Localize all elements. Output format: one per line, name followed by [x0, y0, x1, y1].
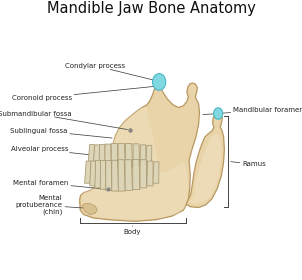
Polygon shape	[95, 160, 101, 188]
Polygon shape	[125, 160, 133, 191]
Circle shape	[153, 74, 166, 90]
Text: Body: Body	[124, 226, 141, 235]
Text: Mandibular foramen: Mandibular foramen	[203, 107, 302, 115]
Circle shape	[214, 108, 223, 119]
Polygon shape	[118, 144, 125, 167]
Polygon shape	[80, 82, 199, 221]
Polygon shape	[81, 108, 188, 220]
Polygon shape	[133, 160, 140, 190]
Title: Mandible Jaw Bone Anatomy: Mandible Jaw Bone Anatomy	[47, 1, 256, 16]
Polygon shape	[188, 134, 221, 204]
Polygon shape	[146, 145, 152, 162]
Text: Ramus: Ramus	[231, 162, 266, 167]
Polygon shape	[105, 144, 111, 167]
Polygon shape	[82, 204, 97, 214]
Polygon shape	[147, 161, 153, 186]
Polygon shape	[99, 144, 105, 166]
Text: Sublingual fossa: Sublingual fossa	[10, 127, 112, 138]
Polygon shape	[100, 160, 106, 189]
Polygon shape	[118, 160, 125, 191]
Polygon shape	[186, 113, 224, 207]
Text: Mental foramen: Mental foramen	[13, 180, 105, 189]
Polygon shape	[133, 144, 140, 166]
Text: Submandibular fossa: Submandibular fossa	[0, 111, 127, 130]
Polygon shape	[126, 144, 133, 167]
Polygon shape	[88, 144, 95, 162]
Polygon shape	[94, 145, 100, 164]
Polygon shape	[140, 160, 147, 188]
Text: Mental
protuberance
(chin): Mental protuberance (chin)	[15, 195, 85, 215]
Polygon shape	[112, 160, 118, 191]
Polygon shape	[140, 145, 146, 164]
Polygon shape	[106, 160, 112, 191]
Polygon shape	[90, 161, 96, 186]
Polygon shape	[153, 162, 159, 183]
Text: Condylar process: Condylar process	[65, 63, 154, 80]
Polygon shape	[85, 161, 91, 183]
Text: Coronoid process: Coronoid process	[12, 87, 154, 101]
Polygon shape	[111, 144, 118, 167]
Text: Alveolar process: Alveolar process	[11, 146, 104, 156]
